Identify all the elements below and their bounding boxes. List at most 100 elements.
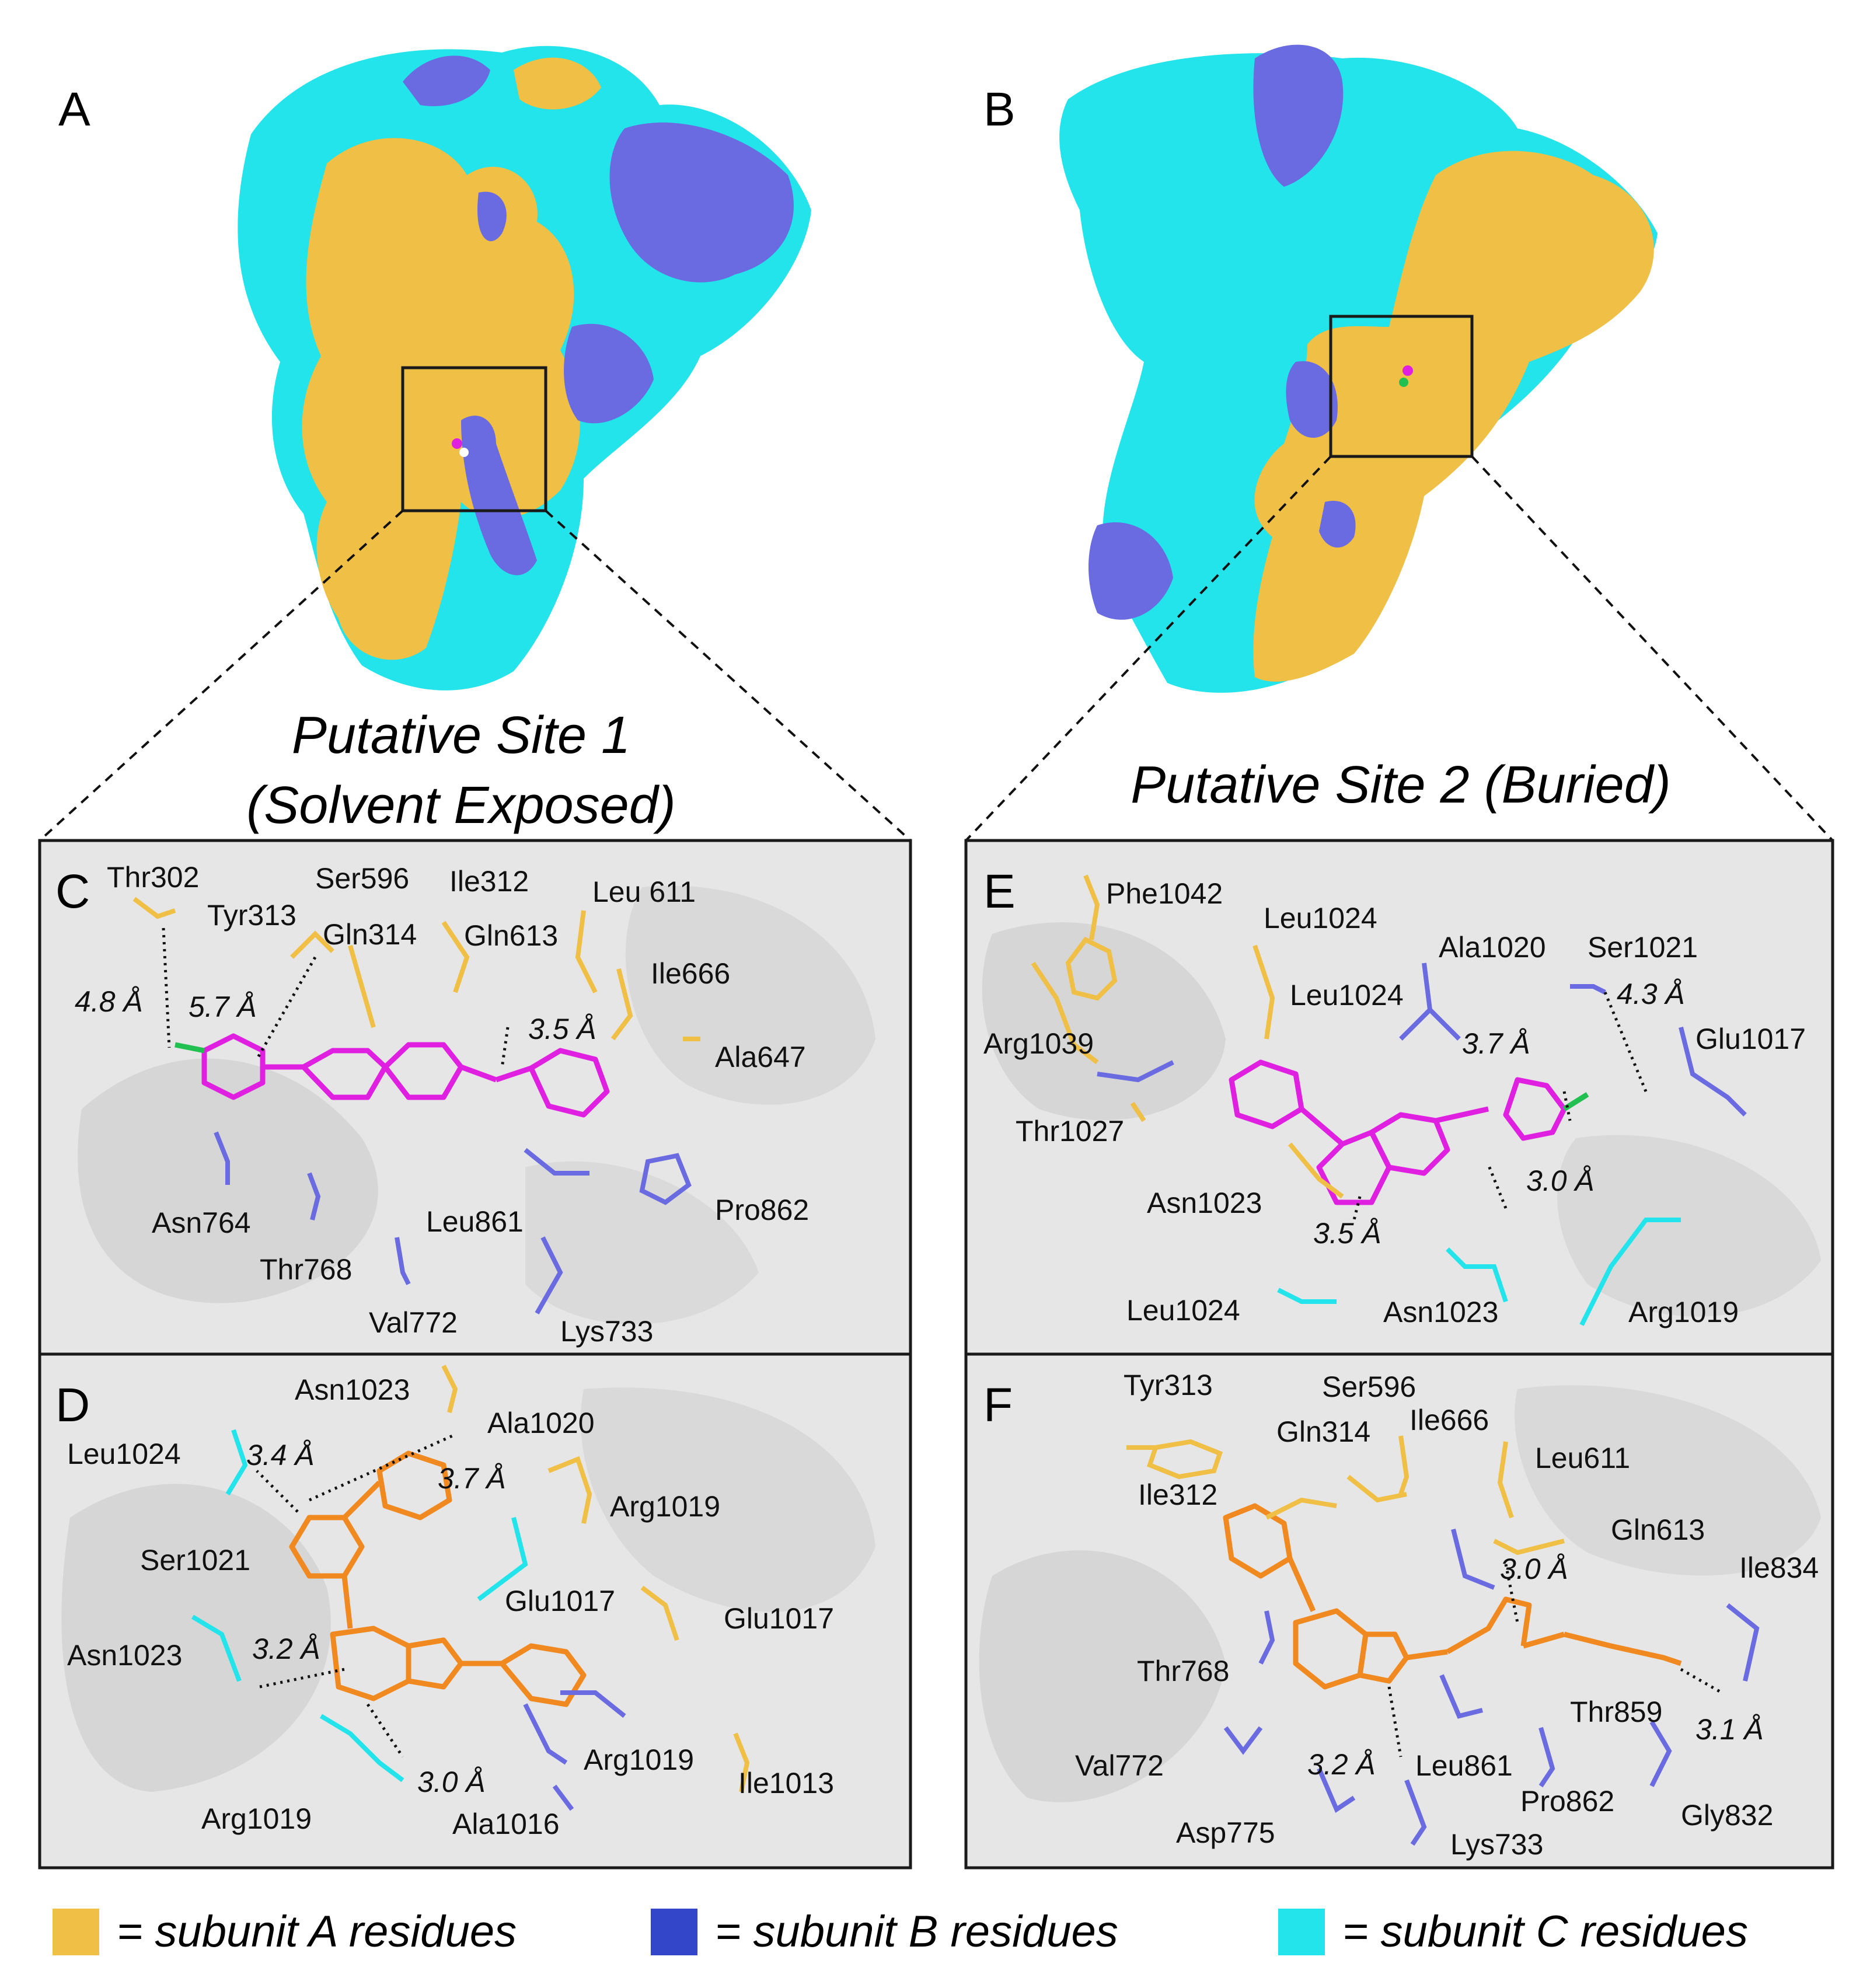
panel-c-res-pro862: Pro862 (715, 1194, 809, 1226)
panel-e-dist-3: 3.0 Å (1526, 1164, 1595, 1197)
panel-c-res-gln314: Gln314 (323, 918, 417, 951)
panel-f-res-ile666: Ile666 (1410, 1404, 1489, 1436)
panel-b-surface (1059, 44, 1658, 693)
zoom-guide-right-b (1471, 455, 1834, 842)
panel-c-res-leu611: Leu 611 (592, 876, 696, 908)
panel-c-res-leu861: Leu861 (426, 1205, 524, 1238)
site1-ligand (175, 1033, 610, 1118)
panel-d-res-asn1023-b: Asn1023 (67, 1639, 182, 1672)
legend-label-subunit-c: = subunit C residues (1342, 1907, 1748, 1956)
panel-f-dist-2: 3.2 Å (1307, 1748, 1376, 1781)
panel-f-res-thr859: Thr859 (1570, 1696, 1662, 1728)
panel-e-res-phe1042: Phe1042 (1106, 877, 1223, 910)
panel-c (40, 840, 910, 1354)
panel-e-res-thr1027: Thr1027 (1016, 1115, 1124, 1148)
panel-f-res-pro862: Pro862 (1520, 1785, 1614, 1818)
panel-f-res-gln613: Gln613 (1611, 1513, 1705, 1546)
panel-e-letter: E (983, 865, 1016, 918)
panel-f-dist-3: 3.1 Å (1695, 1713, 1764, 1746)
panel-e-res-ser1021: Ser1021 (1588, 931, 1698, 964)
panel-f-dist-1: 3.0 Å (1500, 1553, 1568, 1585)
panel-e-res-leu1024-a: Leu1024 (1264, 902, 1377, 934)
panel-f (966, 1354, 1833, 1868)
site1-title-line1: Putative Site 1 (292, 706, 630, 765)
panel-c-res-ile666: Ile666 (651, 957, 730, 990)
panel-c-res-tyr313: Tyr313 (207, 899, 296, 932)
panel-f-res-gln314: Gln314 (1276, 1415, 1370, 1448)
panel-e-res-asn1023-b: Asn1023 (1383, 1296, 1498, 1328)
panel-e-dist-4: 3.5 Å (1313, 1217, 1381, 1250)
panel-c-res-asn764: Asn764 (152, 1206, 251, 1239)
panel-e-dist-2: 3.7 Å (1462, 1027, 1530, 1060)
panel-c-res-thr302: Thr302 (107, 861, 199, 894)
panel-b-letter: B (983, 83, 1016, 136)
panel-f-res-ile312: Ile312 (1138, 1478, 1217, 1511)
panel-c-res-lys733: Lys733 (560, 1315, 653, 1348)
site1-site2residue-sticks (191, 1365, 750, 1811)
panel-d-res-arg1019-a: Arg1019 (610, 1490, 720, 1523)
panel-a-surface (238, 46, 811, 690)
panel-d-res-glu1017-b: Glu1017 (724, 1602, 834, 1635)
panel-f-res-thr768: Thr768 (1137, 1655, 1229, 1687)
panel-e-res-ala1020: Ala1020 (1439, 931, 1546, 964)
panel-a-letter: A (58, 83, 90, 136)
panel-f-res-val772: Val772 (1075, 1749, 1164, 1782)
panel-d-res-ala1016: Ala1016 (452, 1808, 560, 1840)
panel-e-res-leu1024-c: Leu1024 (1126, 1294, 1240, 1327)
panel-e-res-leu1024-b: Leu1024 (1290, 979, 1404, 1012)
panel-d-letter: D (55, 1379, 90, 1432)
legend-swatch-subunit-c (1278, 1909, 1325, 1955)
zoom-guide-left-b (965, 455, 1332, 842)
panel-f-frame (964, 1352, 1834, 1870)
site1-docked-ligand (289, 1450, 587, 1707)
panel-d-res-ala1020: Ala1020 (487, 1407, 595, 1439)
panel-c-res-gln613: Gln613 (464, 919, 558, 952)
panel-d-frame (38, 1352, 912, 1870)
panel-f-res-ser596: Ser596 (1322, 1370, 1416, 1403)
site1-title-line2: (Solvent Exposed) (246, 776, 675, 835)
panel-d-dist-1: 3.4 Å (246, 1439, 315, 1471)
panel-d-res-asn1023: Asn1023 (295, 1373, 410, 1406)
panel-d-res-ile1013: Ile1013 (738, 1767, 834, 1799)
site2-ligand (1229, 1059, 1589, 1205)
legend-swatch-subunit-b (651, 1909, 697, 1955)
site2-box (1329, 315, 1474, 458)
panel-c-res-ile312: Ile312 (449, 865, 529, 898)
panel-d-dist-4: 3.0 Å (417, 1766, 486, 1798)
panel-e-dist-1: 4.3 Å (1617, 978, 1685, 1010)
panel-c-res-thr768: Thr768 (260, 1253, 352, 1286)
panel-d-res-arg1019-c: Arg1019 (584, 1743, 694, 1776)
panel-f-res-leu861: Leu861 (1415, 1749, 1513, 1782)
panel-c-res-val772: Val772 (369, 1306, 458, 1339)
panel-d-res-glu1017-a: Glu1017 (505, 1585, 615, 1617)
panel-e-res-asn1023-a: Asn1023 (1147, 1187, 1262, 1219)
panel-f-res-leu611: Leu611 (1535, 1442, 1630, 1474)
panel-c-letter: C (55, 865, 90, 918)
panel-d-res-ser1021: Ser1021 (140, 1544, 250, 1577)
panel-d-res-leu1024: Leu1024 (67, 1438, 181, 1470)
site1-residue-sticks (132, 897, 700, 1314)
panel-c-res-ala647: Ala647 (715, 1041, 806, 1073)
panel-c-res-ser596: Ser596 (315, 862, 409, 895)
panel-d-res-arg1019-b: Arg1019 (201, 1802, 312, 1835)
site2-docked-ligand (1223, 1503, 1682, 1690)
panel-f-res-gly832: Gly832 (1681, 1799, 1773, 1832)
site2-residue-sticks (1031, 874, 1747, 1326)
panel-c-dist-2: 5.7 Å (189, 990, 257, 1023)
panel-d-dist-2: 3.7 Å (438, 1462, 506, 1495)
legend-label-subunit-a: = subunit A residues (117, 1907, 517, 1956)
zoom-guide-right-a (545, 510, 912, 842)
panel-e-res-arg1019: Arg1019 (1628, 1296, 1739, 1328)
legend-swatch-subunit-a (53, 1909, 99, 1955)
site1-box (401, 366, 547, 512)
legend: = subunit A residues = subunit B residue… (53, 1907, 1748, 1956)
panel-f-letter: F (983, 1379, 1013, 1432)
panel-f-res-lys733: Lys733 (1450, 1828, 1543, 1861)
site2-f-residue-sticks (1126, 1435, 1760, 1846)
zoom-guide-left-a (39, 510, 404, 842)
panel-f-res-tyr313: Tyr313 (1124, 1369, 1213, 1401)
panel-f-res-ile834: Ile834 (1739, 1551, 1819, 1584)
panel-d-dist-3: 3.2 Å (252, 1633, 320, 1665)
panel-f-res-asp775: Asp775 (1176, 1816, 1275, 1849)
